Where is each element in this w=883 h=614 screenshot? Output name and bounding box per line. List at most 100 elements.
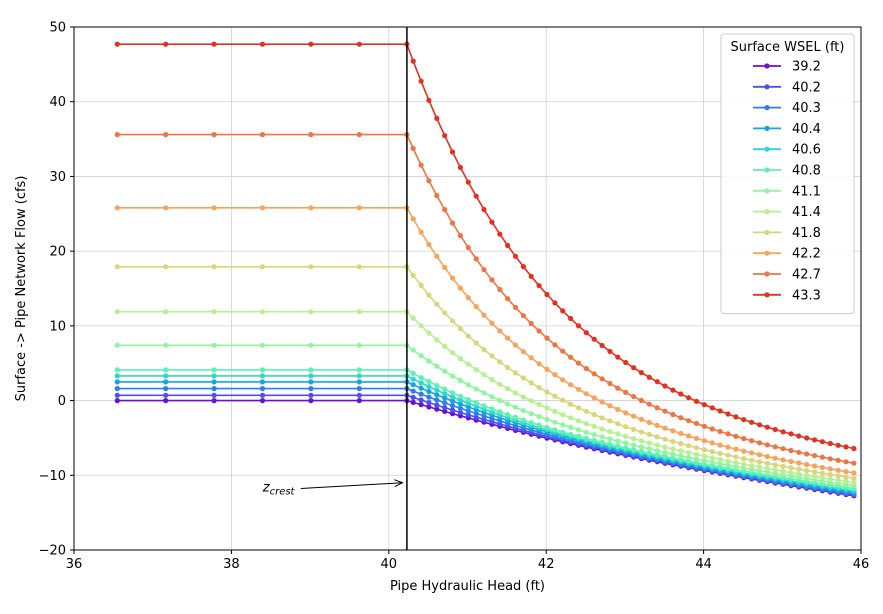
data-point: [457, 356, 463, 362]
data-point: [356, 392, 362, 398]
data-point: [449, 275, 456, 281]
data-point: [356, 386, 362, 392]
data-point: [163, 367, 169, 373]
data-point: [796, 449, 802, 455]
crest-annotation: zcrest: [262, 479, 404, 497]
data-point: [733, 446, 739, 452]
data-point: [615, 385, 621, 391]
data-point: [520, 407, 527, 414]
data-point: [489, 277, 495, 283]
data-point: [114, 373, 120, 379]
data-point: [646, 431, 652, 438]
data-point: [308, 342, 314, 348]
data-point: [418, 282, 424, 289]
data-point: [804, 451, 810, 457]
legend-swatch-marker: [764, 250, 770, 256]
data-point: [497, 359, 503, 365]
data-point: [356, 342, 362, 348]
data-point: [481, 390, 487, 396]
data-point: [114, 205, 120, 211]
data-point: [259, 41, 266, 47]
data-point: [426, 388, 432, 395]
data-point: [623, 359, 629, 366]
data-point: [512, 390, 519, 396]
data-point: [449, 407, 456, 413]
data-point: [788, 458, 794, 465]
data-point: [465, 404, 471, 410]
data-point: [693, 451, 700, 458]
data-point: [434, 382, 440, 389]
data-point: [497, 409, 503, 415]
series-41.8: [114, 264, 857, 481]
data-point: [741, 461, 747, 467]
data-point: [764, 442, 770, 448]
y-tick-label: 10: [49, 319, 66, 334]
data-point: [631, 447, 637, 453]
data-point: [442, 310, 448, 316]
data-point: [796, 466, 802, 472]
data-point: [670, 428, 676, 434]
data-point: [114, 309, 120, 315]
data-point: [528, 320, 534, 327]
data-point: [528, 380, 534, 386]
data-point: [434, 253, 440, 259]
annotation-arrow: [300, 482, 403, 489]
data-point: [308, 41, 314, 47]
data-point: [733, 464, 739, 470]
data-point: [544, 389, 550, 395]
data-point: [211, 392, 217, 398]
x-tick-label: 40: [381, 557, 398, 572]
data-point: [426, 358, 432, 364]
data-point: [772, 426, 778, 433]
data-point: [804, 435, 810, 441]
legend-item: 40.6: [753, 143, 821, 158]
data-point: [560, 412, 566, 418]
data-point: [772, 444, 778, 450]
data-point: [662, 444, 668, 450]
data-point: [426, 384, 432, 390]
data-point: [481, 347, 487, 353]
data-point: [827, 440, 833, 447]
data-point: [796, 471, 802, 477]
legend-item: 41.8: [753, 226, 821, 241]
data-point: [686, 443, 692, 449]
data-point: [536, 283, 542, 289]
data-point: [764, 424, 770, 430]
data-point: [725, 452, 731, 458]
data-point: [211, 379, 217, 385]
data-point: [163, 398, 169, 404]
data-point: [701, 423, 708, 429]
legend-item: 41.1: [753, 184, 821, 199]
annotation-text: zcrest: [262, 480, 296, 497]
data-point: [623, 445, 629, 451]
data-point: [308, 373, 314, 379]
data-point: [717, 442, 723, 448]
data-point: [772, 470, 778, 477]
data-point: [211, 342, 217, 348]
data-point: [678, 430, 684, 437]
data-point: [434, 301, 440, 307]
data-point: [575, 405, 582, 411]
series-line: [117, 381, 855, 494]
data-point: [259, 392, 266, 398]
data-point: [497, 328, 503, 334]
data-point: [693, 435, 700, 441]
data-point: [662, 408, 668, 414]
legend-swatch-marker: [764, 63, 770, 69]
data-point: [843, 474, 849, 480]
data-point: [662, 425, 668, 431]
legend-item: 42.7: [753, 268, 821, 283]
data-point: [259, 398, 266, 404]
data-point: [356, 379, 362, 385]
data-point: [764, 465, 770, 472]
data-point: [457, 405, 463, 411]
data-point: [497, 286, 503, 293]
data-point: [449, 318, 456, 324]
data-point: [442, 368, 448, 374]
data-point: [812, 463, 818, 469]
data-point: [575, 433, 582, 439]
data-point: [583, 408, 589, 414]
data-point: [489, 377, 495, 383]
data-point: [114, 41, 120, 47]
data-point: [505, 242, 511, 249]
